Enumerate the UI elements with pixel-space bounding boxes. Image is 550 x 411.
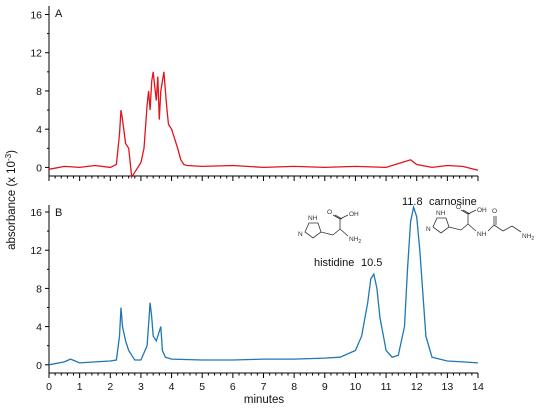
panel-b-x-tick-label: 6 [230,381,236,393]
histidine-nh-label: NH [308,215,318,222]
panel-b-y-tick-label: 4 [36,322,42,334]
panel-b-y-tick-label: 8 [36,283,42,295]
panel-a-y-tick-label: 4 [36,124,42,136]
histidine-structure-image [304,214,349,239]
panel-b-x-tick-label: 13 [442,381,454,393]
histidine-time-label: 10.5 [361,257,382,269]
panel-b-x-tick-label: 3 [138,381,144,393]
panel-b-letter: B [55,207,62,219]
panel-b-y-tick-label: 12 [30,245,42,257]
panel-a-series-line [48,71,479,179]
carnosine-n-label: N [426,226,431,233]
histidine-n-label: N [298,231,303,238]
carnosine-structure-image [432,209,522,234]
panel-b-x-tick-label: 1 [77,381,83,393]
carnosine-label: carnosine [429,196,477,208]
panel-b-x-tick-label: 10 [350,381,362,393]
panel-b-y-tick-label: 0 [36,360,42,372]
panel-b-x-tick-label: 8 [291,381,297,393]
carnosine-oh-label: OH [477,207,487,214]
histidine-label: histidine [314,257,354,269]
panel-b-x-tick-label: 7 [261,381,267,393]
histidine-nh2-label: NH2 [349,236,361,245]
panel-a-y-tick-label: 16 [30,10,42,22]
histidine-o-label: O [327,209,332,216]
panel-b-x-tick-label: 2 [107,381,113,393]
carnosine-time-label: 11.8 [402,196,423,208]
carnosine-o2-label: O [492,208,497,215]
panel-b-x-tick-label: 5 [199,381,205,393]
panel-b-series-line [48,204,479,366]
panel-a-letter: A [55,8,63,20]
panel-b-x-tick-label: 9 [322,381,328,393]
carnosine-o-label: O [456,204,461,211]
y-axis-title: absorbance (x 10-3) [4,150,18,250]
panel-b-x-tick-label: 12 [411,381,423,393]
histidine-oh-label: OH [349,211,359,218]
panel-b-x-tick-label: 11 [381,381,392,393]
panel-b-y-tick-label: 16 [30,207,42,219]
carnosine-nh2-label: NH2 [522,233,534,242]
panel-a-y-tick-label: 8 [36,86,42,98]
panel-b-x-tick-label: 14 [472,381,484,393]
panel-b-x-tick-label: 0 [46,381,52,393]
panel-a-y-tick-label: 0 [36,162,42,174]
carnosine-nh-label: NH [436,210,446,217]
panel-a-chart: A 0 4 8 12 16 [30,6,479,181]
panel-a-y-tick-label: 12 [30,48,42,60]
carnosine-amide-nh-label: NH [477,231,487,238]
x-axis-title: minutes [244,394,285,406]
panel-b-x-tick-label: 4 [169,381,175,393]
